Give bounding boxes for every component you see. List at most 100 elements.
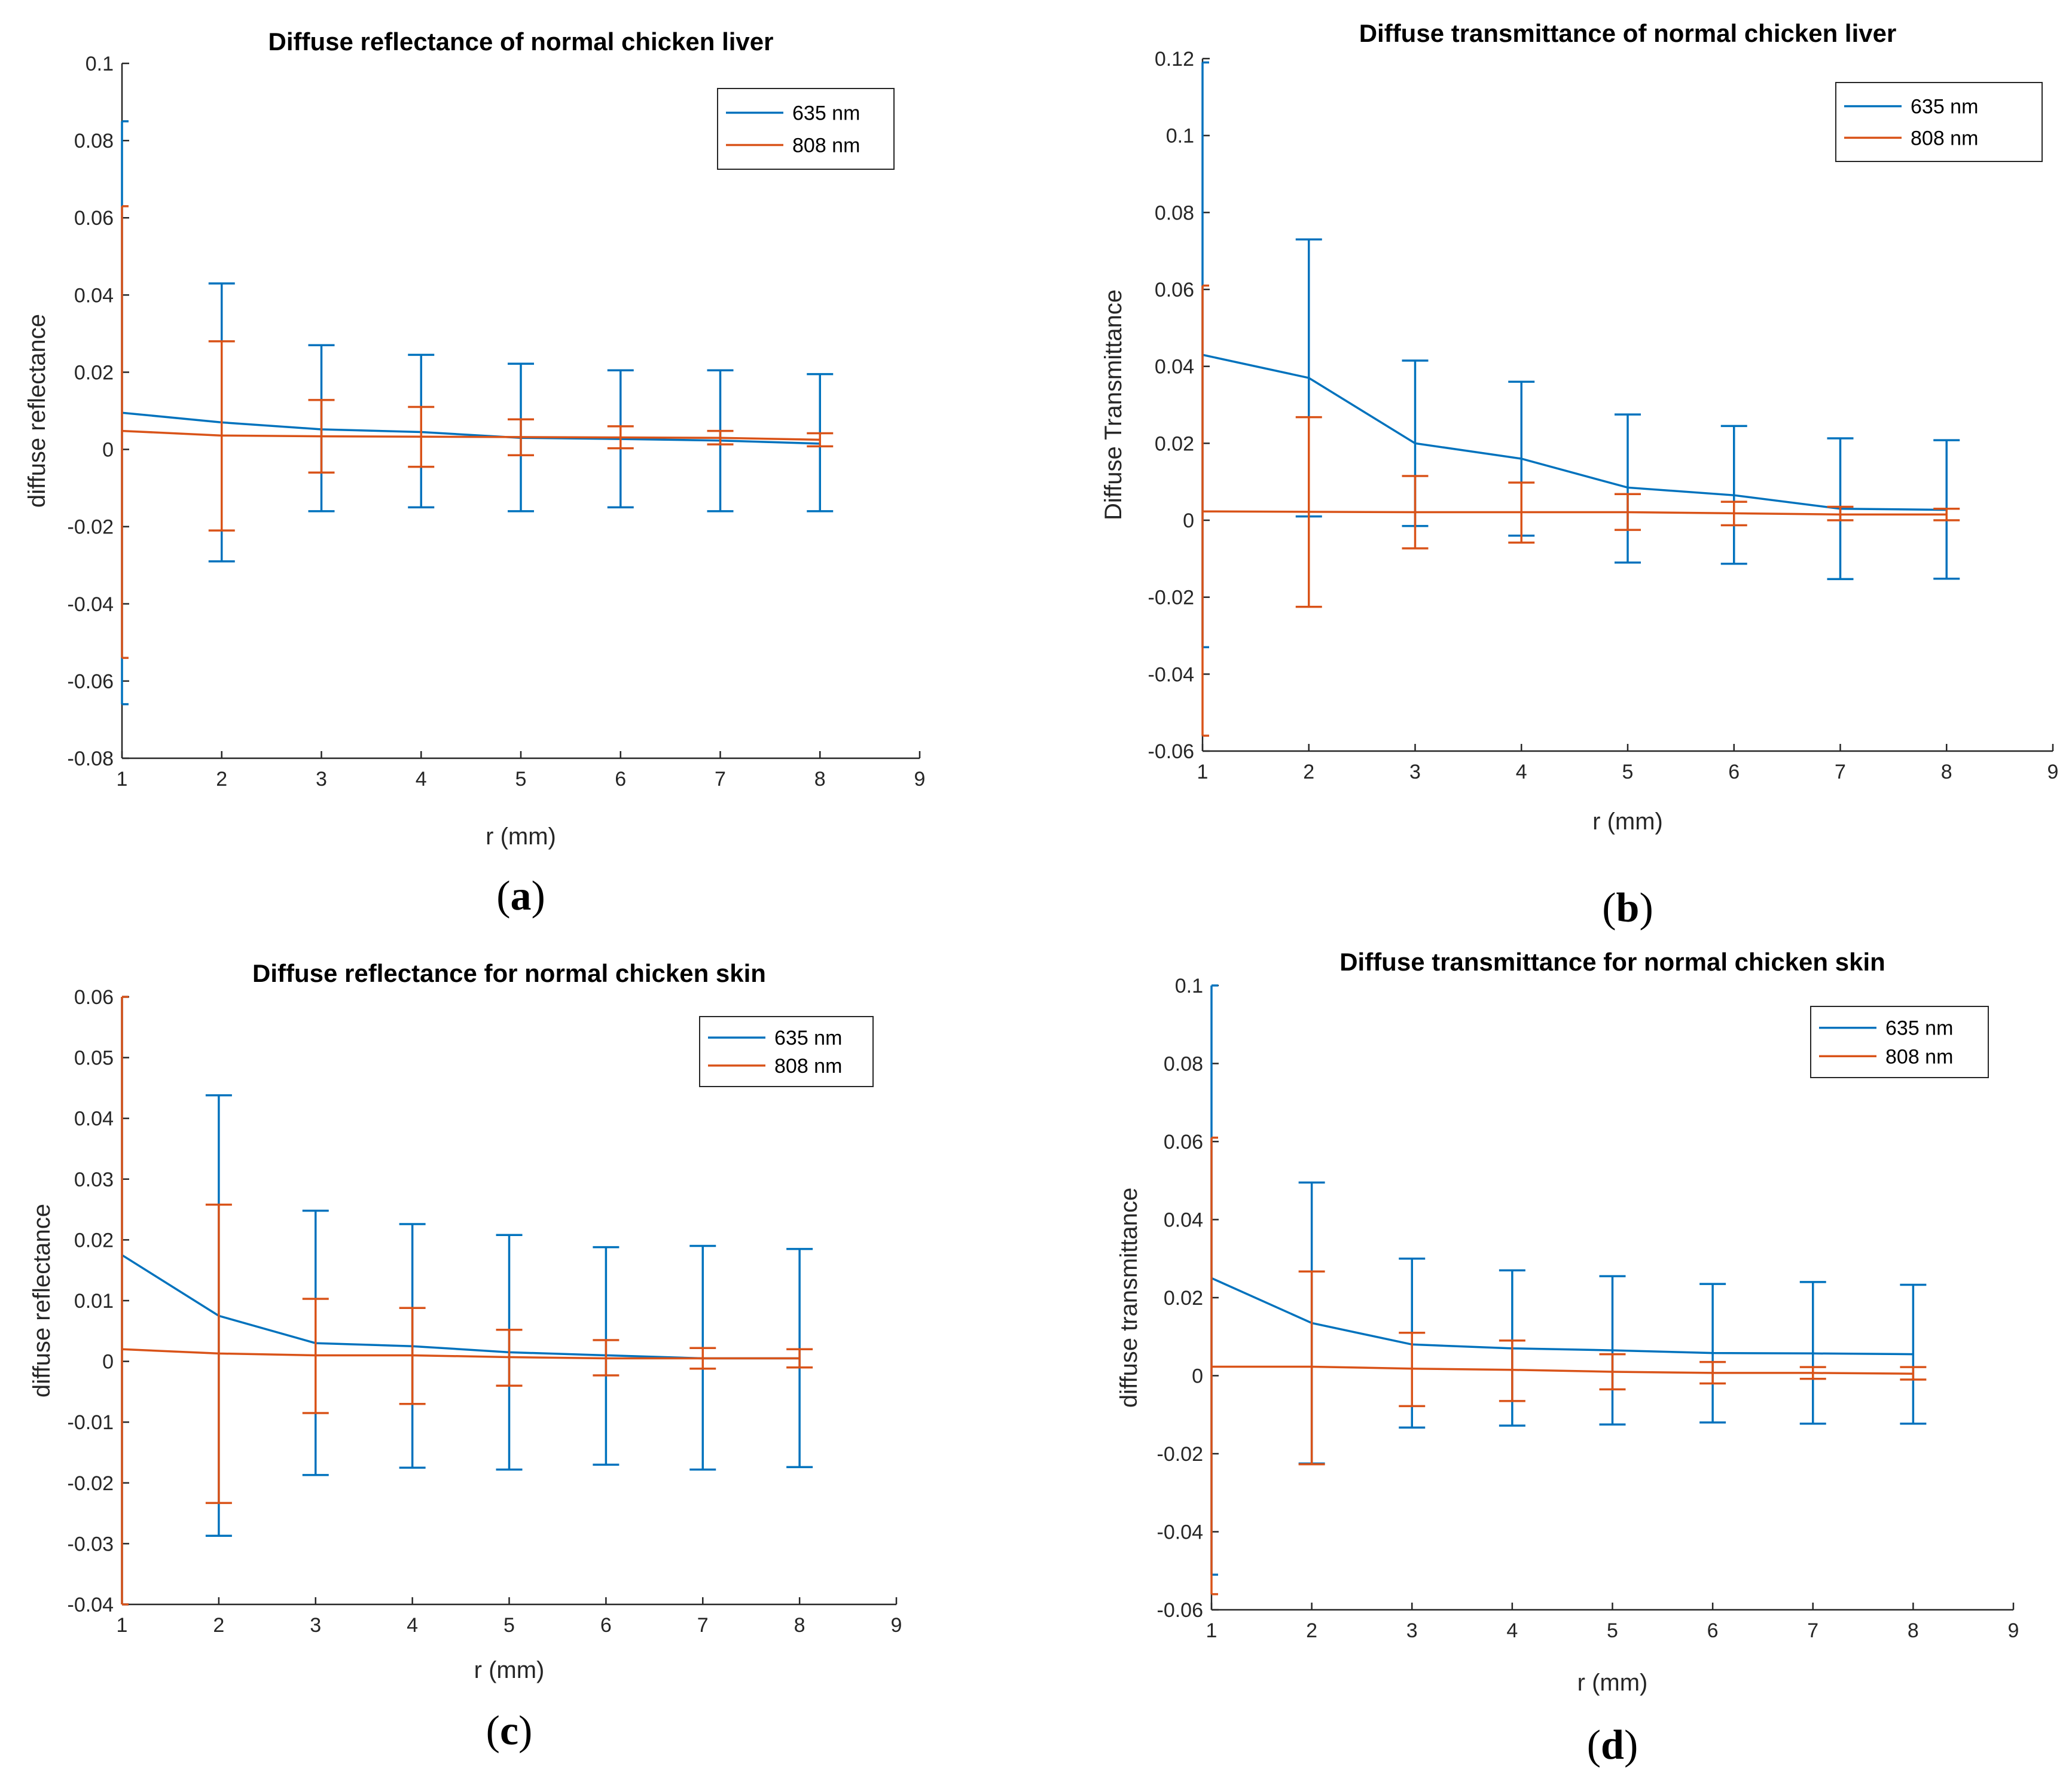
legend-label: 808 nm [1911, 127, 1978, 149]
panel-b: 1 2 3 4 5 6 7 8 9 -0.06 -0.04 -0.02 0 0.02 0.04 0.06 0.0… [1100, 19, 2058, 931]
panel-d: 1 2 3 4 5 6 7 8 9 -0.06 -0.04 -0.02 0 0.02 0.04 0.06 0.0… [1116, 948, 2019, 1768]
y-tick-label: 0.06 [1164, 1131, 1203, 1154]
error-bar [1615, 413, 1641, 564]
y-tick-label: 0.08 [1155, 202, 1194, 224]
error-bar [1933, 507, 1960, 521]
error-bar [689, 1347, 716, 1370]
series-line [121, 1254, 800, 1360]
error-bar [399, 1307, 426, 1405]
x-tick-label: 7 [1807, 1619, 1818, 1642]
y-tick-label: -0.02 [1157, 1443, 1204, 1466]
legend-box [1835, 82, 2043, 162]
y-tick-label: -0.04 [1148, 663, 1195, 686]
legend: 635 nm 808 nm [1835, 82, 2043, 162]
x-tick-label: 5 [1607, 1619, 1618, 1642]
error-bar [1599, 1353, 1626, 1391]
x-tick-label: 4 [416, 768, 427, 791]
x-tick-label: 4 [407, 1614, 418, 1637]
y-tick-label: -0.04 [68, 593, 114, 616]
error-bar [1201, 284, 1209, 737]
panel-c: 1 2 3 4 5 6 7 8 9 -0.04 -0.03 -0.02 -0.01 0 0.01 0.02 0.… [29, 959, 902, 1754]
error-bar [1508, 481, 1535, 544]
chart-title: Diffuse reflectance of normal chicken li… [268, 28, 774, 56]
legend-label: 808 nm [774, 1055, 842, 1078]
x-tick-label: 3 [310, 1614, 321, 1637]
x-axis-label: r (mm) [486, 823, 556, 850]
error-bar [496, 1329, 523, 1387]
x-tick-label: 5 [503, 1614, 515, 1637]
panel-label: (c) [486, 1708, 533, 1754]
y-tick-label: 0 [1192, 1365, 1203, 1388]
x-tick-label: 3 [316, 768, 327, 791]
error-bar [1499, 1339, 1525, 1402]
y-tick-label: 0.06 [74, 207, 114, 230]
legend-label: 808 nm [1885, 1045, 1953, 1068]
x-tick-label: 2 [216, 768, 227, 791]
error-bar [1615, 493, 1641, 531]
y-tick-label: 0.02 [1164, 1287, 1203, 1310]
y-tick-label: -0.04 [68, 1594, 114, 1616]
error-bar [308, 399, 335, 474]
chart-title: Diffuse transmittance of normal chicken … [1359, 19, 1897, 47]
x-tick-label: 8 [1908, 1619, 1919, 1642]
legend-label: 635 nm [792, 102, 860, 125]
y-tick-label: 0.04 [1164, 1209, 1203, 1232]
x-tick-label: 7 [715, 768, 726, 791]
error-bar [1699, 1360, 1726, 1385]
panel-a: 1 2 3 4 5 6 7 8 9 -0.08 -0.06 -0.04 -0.02 0 0.02 0.04 0.… [24, 28, 925, 919]
panel-label: (d) [1587, 1722, 1638, 1768]
x-tick-label: 2 [1303, 761, 1314, 783]
y-tick-label: -0.01 [68, 1411, 114, 1434]
y-tick-label: 0.05 [74, 1047, 114, 1070]
x-tick-label: 1 [117, 768, 128, 791]
x-tick-label: 9 [891, 1614, 902, 1637]
x-tick-label: 3 [1406, 1619, 1418, 1642]
series-line [1211, 1277, 1914, 1356]
x-tick-label: 6 [1728, 761, 1740, 783]
error-bar [1295, 416, 1322, 608]
legend-box [1810, 1006, 1989, 1078]
legend-label: 635 nm [1911, 96, 1978, 118]
y-tick-label: 0 [102, 1351, 114, 1374]
error-bar [1298, 1270, 1325, 1466]
y-tick-label: 0.01 [74, 1290, 114, 1313]
series-line [1202, 510, 1947, 516]
y-tick-label: 0.1 [1175, 975, 1203, 997]
y-tick-label: 0.08 [74, 130, 114, 152]
x-tick-label: 4 [1506, 1619, 1518, 1642]
legend-box [717, 88, 895, 170]
error-bar [1799, 1366, 1826, 1380]
error-bar [807, 432, 834, 448]
chart-title: Diffuse transmittance for normal chicken… [1339, 948, 1885, 976]
series-808-nm [1201, 284, 1960, 737]
y-tick-label: 0.1 [1166, 125, 1194, 148]
y-tick-label: -0.06 [1148, 740, 1195, 763]
legend-label: 635 nm [1885, 1017, 1953, 1040]
x-tick-label: 8 [794, 1614, 805, 1637]
x-tick-label: 2 [213, 1614, 224, 1637]
error-bar [208, 340, 235, 532]
y-tick-label: -0.03 [68, 1533, 114, 1555]
y-tick-label: -0.02 [68, 516, 114, 539]
x-tick-label: 4 [1516, 761, 1527, 783]
x-tick-label: 7 [1835, 761, 1846, 783]
x-tick-label: 9 [2008, 1619, 2019, 1642]
series-line [121, 1348, 800, 1360]
legend: 635 nm 808 nm [699, 1016, 874, 1087]
error-bar [1599, 1275, 1626, 1426]
x-tick-label: 6 [600, 1614, 612, 1637]
chart-title: Diffuse reflectance for normal chicken s… [252, 959, 766, 987]
error-bar [302, 1298, 329, 1414]
y-tick-label: 0.03 [74, 1168, 114, 1191]
error-bar [1699, 1283, 1726, 1424]
series-635-nm [121, 996, 813, 1606]
y-axis-label: diffuse reflectance [29, 1204, 55, 1398]
panel-label: (a) [496, 873, 545, 919]
x-tick-label: 6 [615, 768, 626, 791]
error-bar [1799, 1281, 1826, 1425]
error-bar [205, 1203, 232, 1505]
y-axis-label: diffuse reflectance [24, 314, 50, 508]
series-line [1212, 1365, 1914, 1375]
y-tick-label: -0.08 [68, 747, 114, 770]
error-bar [1399, 1331, 1426, 1408]
